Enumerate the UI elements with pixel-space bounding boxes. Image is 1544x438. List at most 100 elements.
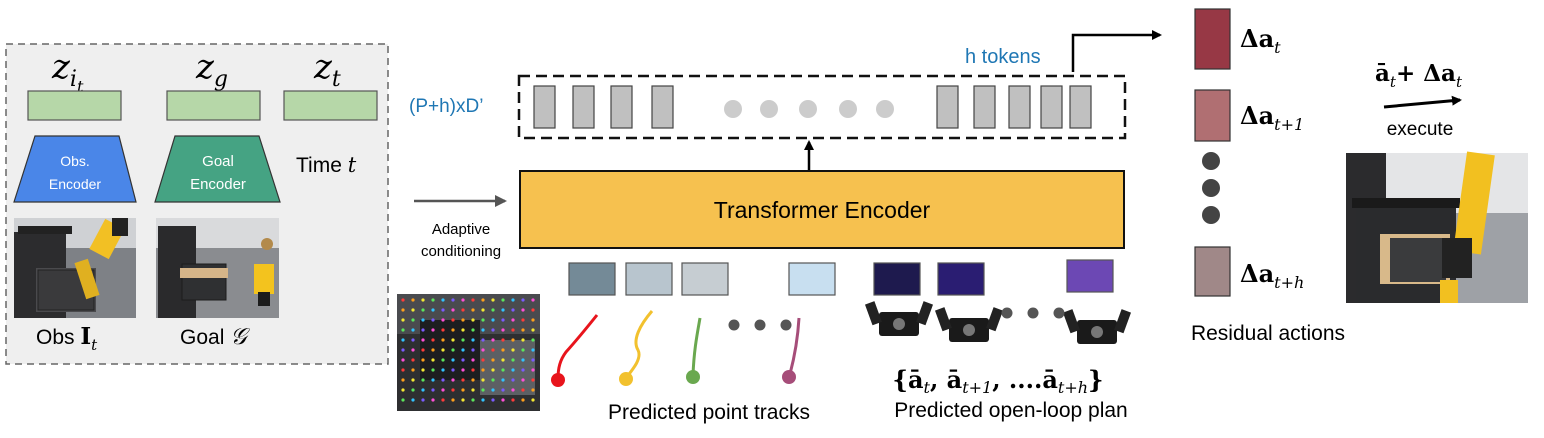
ellipsis-dot (1027, 307, 1039, 319)
output-token (1069, 85, 1092, 129)
track-grid-dot (491, 318, 495, 322)
track-grid-dot (451, 318, 455, 322)
track-grid-dot (401, 308, 405, 312)
track-grid-dot (431, 308, 435, 312)
track-grid-dot (431, 378, 435, 382)
delta-token-th (1194, 246, 1231, 297)
goal-encoder-line2: Encoder (190, 176, 246, 193)
track-grid-dot (521, 398, 525, 402)
ellipsis-dot (1202, 206, 1220, 224)
track-grid-dot (471, 308, 475, 312)
track-grid-dot (431, 368, 435, 372)
track-grid-dot (451, 398, 455, 402)
track-grid-dot (531, 388, 535, 392)
execute-label: execute (1387, 119, 1454, 140)
track-grid-dot (491, 338, 495, 342)
gripper-icon (934, 307, 1004, 342)
track-grid-dot (481, 368, 485, 372)
track-grid-dot (411, 378, 415, 382)
track-grid-dot (521, 298, 525, 302)
track-grid-dot (481, 328, 485, 332)
track-grid-dot (441, 308, 445, 312)
output-token-box (517, 74, 1127, 140)
track-grid-dot (531, 358, 535, 362)
track-grid-dot (481, 338, 485, 342)
track-grid-dot (501, 378, 505, 382)
track-grid-dot (461, 388, 465, 392)
track-grid-dot (431, 318, 435, 322)
track-grid-dot (401, 348, 405, 352)
track-grid-dot (531, 378, 535, 382)
track-grid-dot (401, 388, 405, 392)
track-grid-dot (491, 348, 495, 352)
delta-a-t-label: Δat (1240, 24, 1281, 57)
track-grid-dot (531, 308, 535, 312)
track-grid-dot (421, 298, 425, 302)
obs-encoder (13, 135, 137, 203)
track-grid-dot (501, 298, 505, 302)
z-obs-label: zit (51, 47, 84, 96)
ellipsis-dot (724, 100, 742, 118)
track-grid-dot (461, 358, 465, 362)
delta-token-t1 (1194, 89, 1231, 142)
track-grid-dot (481, 378, 485, 382)
goal-caption: Goal 𝒢 (180, 324, 250, 350)
track-grid-dot (441, 338, 445, 342)
track-grid-dot (401, 338, 405, 342)
track-grid-dot (431, 348, 435, 352)
track-grid-dot (461, 338, 465, 342)
plan-token (873, 262, 921, 296)
plan-set-math: {āt, āt+1, ....āt+h} (893, 365, 1104, 397)
track-grid-dot (511, 318, 515, 322)
track-grid-dot (421, 368, 425, 372)
track-grid-dot (521, 318, 525, 322)
track-grid-dot (411, 308, 415, 312)
track-grid-dot (531, 398, 535, 402)
track-grid-dot (531, 348, 535, 352)
delta-a-th-label: Δat+h (1240, 259, 1304, 292)
track-grid-dot (481, 358, 485, 362)
obs-image (14, 218, 136, 318)
track-token (625, 262, 673, 296)
track-grid-dot (451, 338, 455, 342)
track-grid-dot (501, 308, 505, 312)
delta-token-t (1194, 8, 1231, 70)
track-grid-dot (471, 348, 475, 352)
track-grid-dot (411, 388, 415, 392)
track-grid-dot (411, 328, 415, 332)
track-grid-dot (451, 378, 455, 382)
track-grid-dot (511, 348, 515, 352)
track-curve-purple (788, 317, 801, 375)
track-grid-dot (511, 308, 515, 312)
plan-token (1066, 259, 1114, 293)
track-grid-dot (531, 368, 535, 372)
track-grid-dot (511, 298, 515, 302)
track-grid-dot (401, 318, 405, 322)
track-grid-dot (431, 328, 435, 332)
track-grid-dot (411, 318, 415, 322)
z-obs-token (27, 90, 122, 121)
track-grid-dot (411, 398, 415, 402)
track-grid-dot (511, 368, 515, 372)
track-grid-dot (461, 378, 465, 382)
plan-token (937, 262, 985, 296)
track-curve-green (691, 317, 702, 376)
adaptive-line2: conditioning (421, 243, 501, 260)
track-grid-dot (521, 328, 525, 332)
track-grid-dot (401, 358, 405, 362)
track-grid-dot (491, 328, 495, 332)
track-grid-dot (511, 378, 515, 382)
track-grid-dot (461, 298, 465, 302)
ellipsis-dot (728, 319, 740, 331)
track-point-yellow (619, 372, 633, 386)
track-grid-dot (481, 308, 485, 312)
obs-caption: Obs It (36, 323, 98, 354)
z-time-token (283, 90, 378, 121)
track-grid-dot (401, 298, 405, 302)
output-token (973, 85, 996, 129)
track-grid-dot (421, 358, 425, 362)
track-curve-yellow (624, 310, 654, 379)
track-grid-dot (401, 378, 405, 382)
transformer-label: Transformer Encoder (714, 197, 931, 223)
